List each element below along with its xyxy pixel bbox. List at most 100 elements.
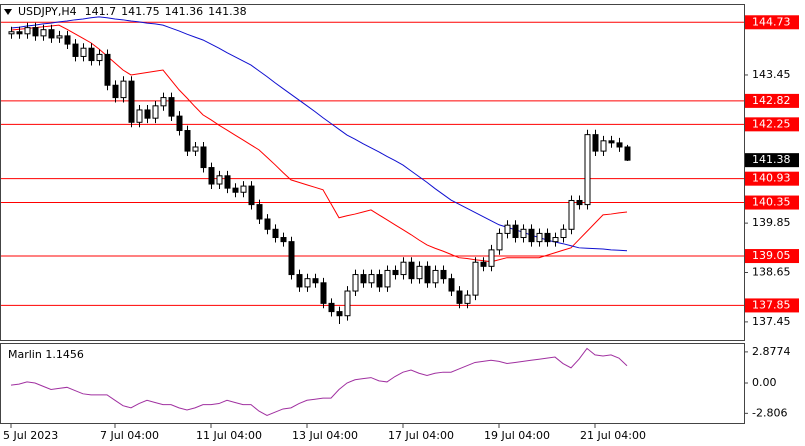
x-tick-label: 17 Jul 04:00 bbox=[388, 429, 454, 442]
candle-body bbox=[456, 290, 463, 304]
candle-body bbox=[448, 278, 455, 292]
candle-body bbox=[512, 224, 519, 239]
candle-body bbox=[352, 274, 359, 292]
candle-body bbox=[112, 84, 119, 99]
candle-body bbox=[256, 204, 263, 220]
y-tick-label: 137.45 bbox=[752, 315, 791, 328]
y-tick-label: 0.00 bbox=[752, 376, 777, 389]
candle-body bbox=[520, 228, 527, 239]
candle-body bbox=[104, 53, 111, 86]
candle-body bbox=[240, 185, 247, 193]
candle-body bbox=[488, 249, 495, 267]
candle-body bbox=[128, 80, 135, 123]
x-tick-label: 13 Jul 04:00 bbox=[292, 429, 358, 442]
candle-body bbox=[568, 199, 575, 230]
candle-body bbox=[216, 175, 223, 185]
close: 141.38 bbox=[208, 5, 247, 18]
level-label-box bbox=[745, 15, 799, 30]
open: 141.7 bbox=[85, 5, 117, 18]
candle-body bbox=[528, 228, 535, 243]
candle-body bbox=[496, 232, 503, 251]
candle-body bbox=[184, 130, 191, 152]
candle-body bbox=[160, 97, 167, 107]
candle-body bbox=[264, 218, 271, 230]
level-label-box bbox=[745, 195, 799, 210]
level-label: 144.73 bbox=[752, 15, 791, 28]
candle-body bbox=[16, 31, 23, 35]
candle-body bbox=[360, 274, 367, 284]
level-label-box bbox=[745, 298, 799, 313]
candle-body bbox=[592, 134, 599, 152]
candle-body bbox=[552, 237, 559, 243]
level-label: 137.85 bbox=[752, 298, 791, 311]
candle-body bbox=[80, 47, 87, 57]
x-tick-label: 11 Jul 04:00 bbox=[196, 429, 262, 442]
level-label-box bbox=[745, 249, 799, 264]
y-tick-label: -2.806 bbox=[752, 406, 787, 419]
candle-body bbox=[616, 142, 623, 148]
x-tick-label: 7 Jul 04:00 bbox=[100, 429, 159, 442]
menu-triangle[interactable] bbox=[4, 9, 12, 15]
candle-body bbox=[56, 35, 63, 39]
candle-body bbox=[424, 265, 431, 284]
candle-body bbox=[96, 53, 103, 62]
candle-body bbox=[464, 294, 471, 304]
level-label: 142.82 bbox=[752, 94, 791, 107]
candle-body bbox=[544, 232, 551, 243]
low: 141.36 bbox=[165, 5, 204, 18]
symbol: USDJPY,H4 bbox=[18, 5, 77, 18]
candle-body bbox=[24, 27, 31, 35]
candle-body bbox=[608, 140, 615, 144]
candle-body bbox=[480, 261, 487, 267]
candle-body bbox=[208, 167, 215, 185]
candle-body bbox=[584, 134, 591, 206]
candle-body bbox=[344, 290, 351, 317]
x-tick-label: 5 Jul 2023 bbox=[3, 429, 58, 442]
candle-body bbox=[432, 269, 439, 284]
y-tick-label: 138.65 bbox=[752, 266, 791, 279]
candle-body bbox=[384, 269, 391, 288]
candle-body bbox=[624, 146, 631, 161]
candle-body bbox=[168, 97, 175, 117]
candle-body bbox=[320, 282, 327, 304]
candle-body bbox=[136, 109, 143, 123]
price-label: 141.38 bbox=[752, 153, 791, 166]
candle-body bbox=[296, 274, 303, 288]
candle-body bbox=[560, 228, 567, 239]
y-tick-label: 139.85 bbox=[752, 216, 791, 229]
x-tick-label: 19 Jul 04:00 bbox=[484, 429, 550, 442]
candle-body bbox=[600, 140, 607, 152]
candle-body bbox=[312, 278, 319, 284]
line-series bbox=[10, 24, 628, 263]
candle-body bbox=[64, 35, 71, 45]
x-tick-label: 21 Jul 04:00 bbox=[580, 429, 646, 442]
candle-body bbox=[376, 274, 383, 288]
candle-body bbox=[200, 146, 207, 169]
candle-body bbox=[248, 185, 255, 206]
candle-body bbox=[416, 265, 423, 280]
candle-body bbox=[40, 29, 47, 37]
candle-body bbox=[280, 237, 287, 243]
candle-body bbox=[336, 311, 343, 317]
candle-body bbox=[504, 224, 511, 234]
candle-body bbox=[224, 175, 231, 189]
candle-body bbox=[440, 269, 447, 280]
candle-body bbox=[144, 109, 151, 119]
candle-body bbox=[392, 269, 399, 276]
candle-body bbox=[192, 146, 199, 152]
indicator-title: Marlin 1.1456 bbox=[8, 348, 84, 361]
candle-body bbox=[576, 199, 583, 206]
candle-body bbox=[176, 115, 183, 132]
level-label: 139.05 bbox=[752, 249, 791, 262]
candle-body bbox=[32, 27, 39, 37]
candle-body bbox=[328, 302, 335, 313]
candle-body bbox=[152, 105, 159, 119]
candle-body bbox=[288, 241, 295, 276]
candle-body bbox=[120, 80, 127, 99]
candle-body bbox=[368, 274, 375, 284]
candle-body bbox=[272, 228, 279, 239]
high: 141.75 bbox=[121, 5, 160, 18]
indicator-panel bbox=[0, 343, 745, 424]
level-label: 140.35 bbox=[752, 196, 791, 209]
